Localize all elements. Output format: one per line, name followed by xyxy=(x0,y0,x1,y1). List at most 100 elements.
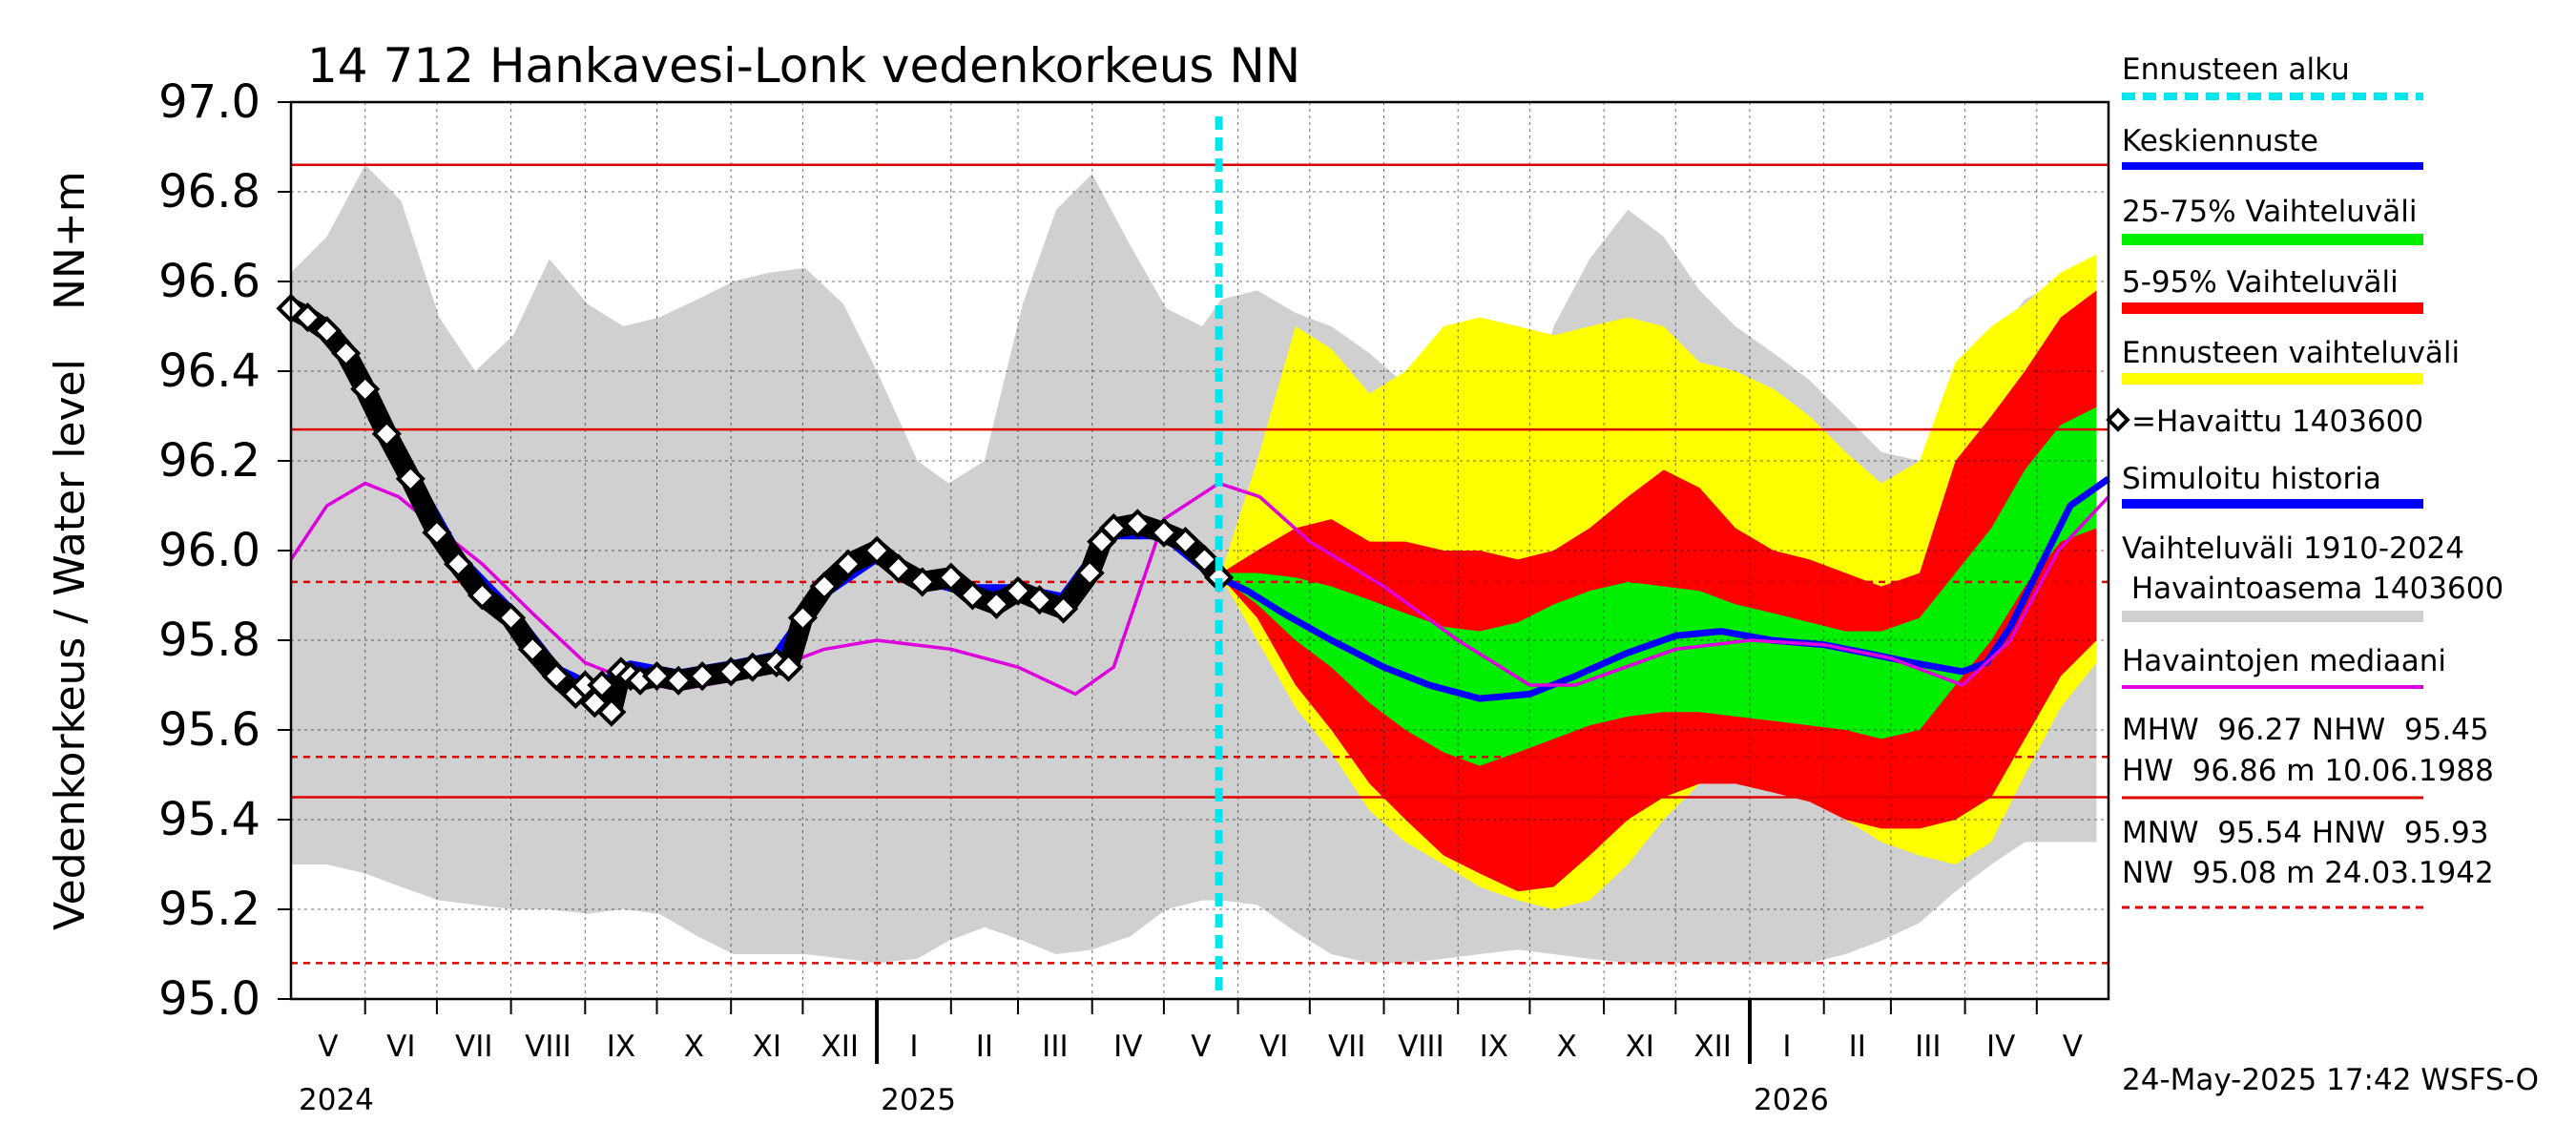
y-tick-label: 97.0 xyxy=(158,75,260,129)
month-label: VII xyxy=(1328,1030,1366,1064)
month-label: II xyxy=(1849,1030,1866,1064)
observed-point xyxy=(981,589,1011,619)
legend: Ennusteen alku Keskiennuste 25-75% Vaiht… xyxy=(2106,52,2503,909)
observed-point xyxy=(587,670,617,700)
legend-stats-mnw-hnw: MNW 95.54 HNW 95.93 xyxy=(2122,816,2489,850)
observed-point xyxy=(663,665,694,696)
observed-point xyxy=(422,517,452,548)
observed-point xyxy=(1025,585,1055,615)
observed-point xyxy=(312,316,343,346)
observed-point xyxy=(773,652,803,682)
month-label: IX xyxy=(1480,1030,1508,1064)
legend-stats-nw: NW 95.08 m 24.03.1942 xyxy=(2122,856,2494,890)
legend-observed: =Havaittu 1403600 xyxy=(2131,405,2423,439)
month-label: X xyxy=(684,1030,704,1064)
axes: 95.0 95.2 95.4 95.6 95.8 96.0 96.2 96.4 96.6 96.8… xyxy=(158,75,2110,1117)
y-tick-label: 95.4 xyxy=(158,793,260,846)
observed-point xyxy=(541,661,571,692)
footer-timestamp: 24-May-2025 17:42 WSFS-O xyxy=(2122,1063,2539,1097)
month-label: III xyxy=(1915,1030,1941,1064)
month-label: VI xyxy=(1259,1030,1288,1064)
y-axis-unit: NN+m xyxy=(46,171,94,310)
month-label: XI xyxy=(1626,1030,1654,1064)
y-axis-label: Vedenkorkeus / Water level xyxy=(46,359,94,930)
legend-mean-forecast: Keskiennuste xyxy=(2122,124,2318,158)
series-lines xyxy=(276,116,2111,999)
legend-forecast-start: Ennusteen alku xyxy=(2122,52,2350,87)
observed-point xyxy=(1049,593,1079,624)
year-label: 2026 xyxy=(1754,1083,1829,1117)
y-tick-label: 96.4 xyxy=(158,344,260,398)
observed-point xyxy=(907,567,938,597)
observed-point xyxy=(1074,557,1105,589)
observed-point xyxy=(517,634,548,664)
year-label: 2025 xyxy=(881,1083,956,1117)
legend-simulated: Simuloitu historia xyxy=(2122,462,2381,496)
observed-point xyxy=(371,419,402,449)
grid-lines xyxy=(291,102,2109,999)
observed-point xyxy=(1122,509,1153,539)
observed-point xyxy=(809,572,840,602)
month-label: VI xyxy=(386,1030,415,1064)
observed-point xyxy=(292,302,323,333)
observed-point xyxy=(957,580,987,611)
month-label: II xyxy=(976,1030,993,1064)
observed-point xyxy=(687,661,717,692)
month-label: VII xyxy=(455,1030,493,1064)
band-3 xyxy=(1221,406,2097,766)
y-tick-label: 95.0 xyxy=(158,972,260,1026)
plot-frame xyxy=(289,100,2110,1001)
month-label: IX xyxy=(607,1030,635,1064)
observed-point xyxy=(1189,544,1220,574)
month-label: VIII xyxy=(525,1030,571,1064)
month-label: I xyxy=(909,1030,918,1064)
observed-point xyxy=(716,656,746,687)
y-tick-label: 95.2 xyxy=(158,883,260,936)
legend-historic-range-1: Vaihteluväli 1910-2024 xyxy=(2122,531,2464,566)
observed-point xyxy=(737,652,768,682)
y-tick-label: 95.6 xyxy=(158,703,260,757)
observed-point xyxy=(496,602,527,634)
month-label: XII xyxy=(821,1030,860,1064)
observed-point xyxy=(395,464,426,494)
legend-median: Havaintojen mediaani xyxy=(2122,644,2446,678)
observed-point xyxy=(787,602,818,634)
observed-point xyxy=(883,553,914,584)
month-label: V xyxy=(318,1030,338,1064)
chart-title: 14 712 Hankavesi-Lonk vedenkorkeus NN xyxy=(307,38,1300,94)
y-tick-label: 96.0 xyxy=(158,524,260,577)
month-label: I xyxy=(1782,1030,1791,1064)
legend-forecast-range: Ennusteen vaihteluväli xyxy=(2122,336,2460,370)
month-label: IV xyxy=(1986,1030,2015,1064)
y-tick-label: 96.6 xyxy=(158,255,260,308)
y-tick-label: 96.8 xyxy=(158,165,260,219)
month-label: X xyxy=(1557,1030,1577,1064)
month-label: V xyxy=(1191,1030,1211,1064)
median-line xyxy=(289,481,2110,697)
observed-point xyxy=(443,549,474,579)
observed-point xyxy=(1003,575,1033,606)
month-label: VIII xyxy=(1398,1030,1444,1064)
observed-point xyxy=(1098,512,1129,544)
month-label: III xyxy=(1042,1030,1068,1064)
observed-point xyxy=(1204,562,1235,593)
observed-point xyxy=(1149,517,1179,548)
month-label: XI xyxy=(753,1030,781,1064)
legend-range-25-75: 25-75% Vaihteluväli xyxy=(2122,195,2418,229)
mean-forecast-line xyxy=(1217,475,2111,702)
observed-point xyxy=(1170,527,1201,557)
observed-point xyxy=(596,697,627,727)
observed-point xyxy=(641,661,673,692)
observed-point xyxy=(862,535,892,566)
month-label: V xyxy=(2063,1030,2083,1064)
legend-stats-hw: HW 96.86 m 10.06.1988 xyxy=(2122,754,2494,788)
reference-lines xyxy=(291,163,2109,965)
observed-point xyxy=(350,374,381,405)
legend-observed-diamond-icon xyxy=(2106,407,2130,432)
legend-range-5-95: 5-95% Vaihteluväli xyxy=(2122,265,2399,300)
observed-point xyxy=(331,338,362,368)
year-label: 2024 xyxy=(299,1083,374,1117)
y-tick-label: 95.8 xyxy=(158,614,260,667)
observed-point xyxy=(936,562,966,593)
